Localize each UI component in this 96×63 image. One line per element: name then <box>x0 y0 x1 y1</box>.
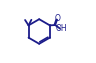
Text: O: O <box>55 14 60 23</box>
Text: OH: OH <box>56 24 67 33</box>
